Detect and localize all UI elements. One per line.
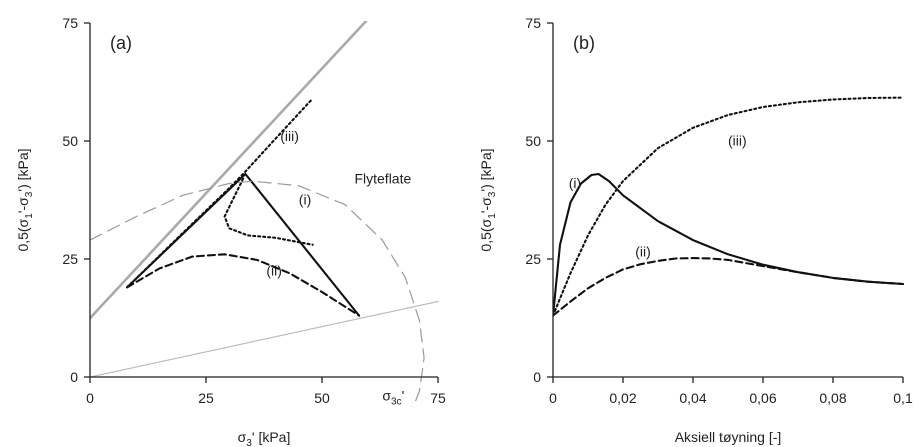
y-tick-label: 0 [533, 369, 541, 385]
x-tick-label: 0,02 [609, 390, 636, 406]
annotation-label: (ii) [635, 244, 651, 260]
annotation-label: (iii) [280, 128, 299, 144]
x-tick-label: 25 [198, 390, 214, 406]
x-tick-label: 50 [314, 390, 330, 406]
annotation-label: (iii) [728, 133, 747, 149]
annotation-label: (i) [299, 192, 311, 208]
y-axis-title: 0,5(σ1'-σ3') [kPa] [478, 148, 498, 251]
series-line-ii [126, 253, 361, 317]
y-tick-label: 75 [62, 15, 78, 31]
series-group [90, 21, 439, 407]
y-tick-label: 25 [62, 251, 78, 267]
x-tick-label: 0,08 [819, 390, 846, 406]
panel-label: (a) [110, 33, 132, 53]
y-tick-label: 75 [525, 15, 541, 31]
series-group [553, 96, 905, 317]
x-axis-title: Aksiell tøyning [-] [675, 429, 782, 445]
panel-a: 0 25 50 75 0 25 50 75 (a) σ3' [kPa] 0,5(σ1'-σ3') [… [15, 15, 446, 447]
series-line-i [553, 172, 905, 317]
series-line-ref-5 [90, 300, 439, 378]
y-axis-title: 0,5(σ1'-σ3') [kPa] [15, 148, 35, 251]
annotation-label: (i) [569, 175, 581, 191]
panel-b: 0 0,02 0,04 0,06 0,08 0,1 0 25 50 75 (b) Aksiell tø… [478, 15, 913, 445]
series-line-ref-6 [90, 180, 425, 407]
y-tick-label: 0 [70, 369, 78, 385]
x-tick-label: 0,06 [749, 390, 776, 406]
annotation-label: Flyteflate [354, 170, 411, 186]
x-tick-label: 0,1 [893, 390, 913, 406]
x-tick-label: 0 [86, 390, 94, 406]
series-line-ii [553, 257, 905, 317]
x-tick-label: 75 [430, 390, 446, 406]
y-tick-label: 25 [525, 251, 541, 267]
x-tick-label: 0,04 [679, 390, 706, 406]
y-tick-label: 50 [62, 133, 78, 149]
annotation-label: σ3c' [382, 388, 404, 408]
series-line-ref-4 [90, 21, 368, 321]
panel-label: (b) [573, 33, 595, 53]
x-axis-title: σ3' [kPa] [238, 429, 291, 447]
y-tick-label: 50 [525, 133, 541, 149]
annotation-label: (ii) [266, 263, 282, 279]
series-line-iii [126, 97, 314, 289]
x-tick-label: 0 [549, 390, 557, 406]
series-line-ref-3 [223, 177, 314, 246]
series-line-iii [553, 96, 905, 317]
